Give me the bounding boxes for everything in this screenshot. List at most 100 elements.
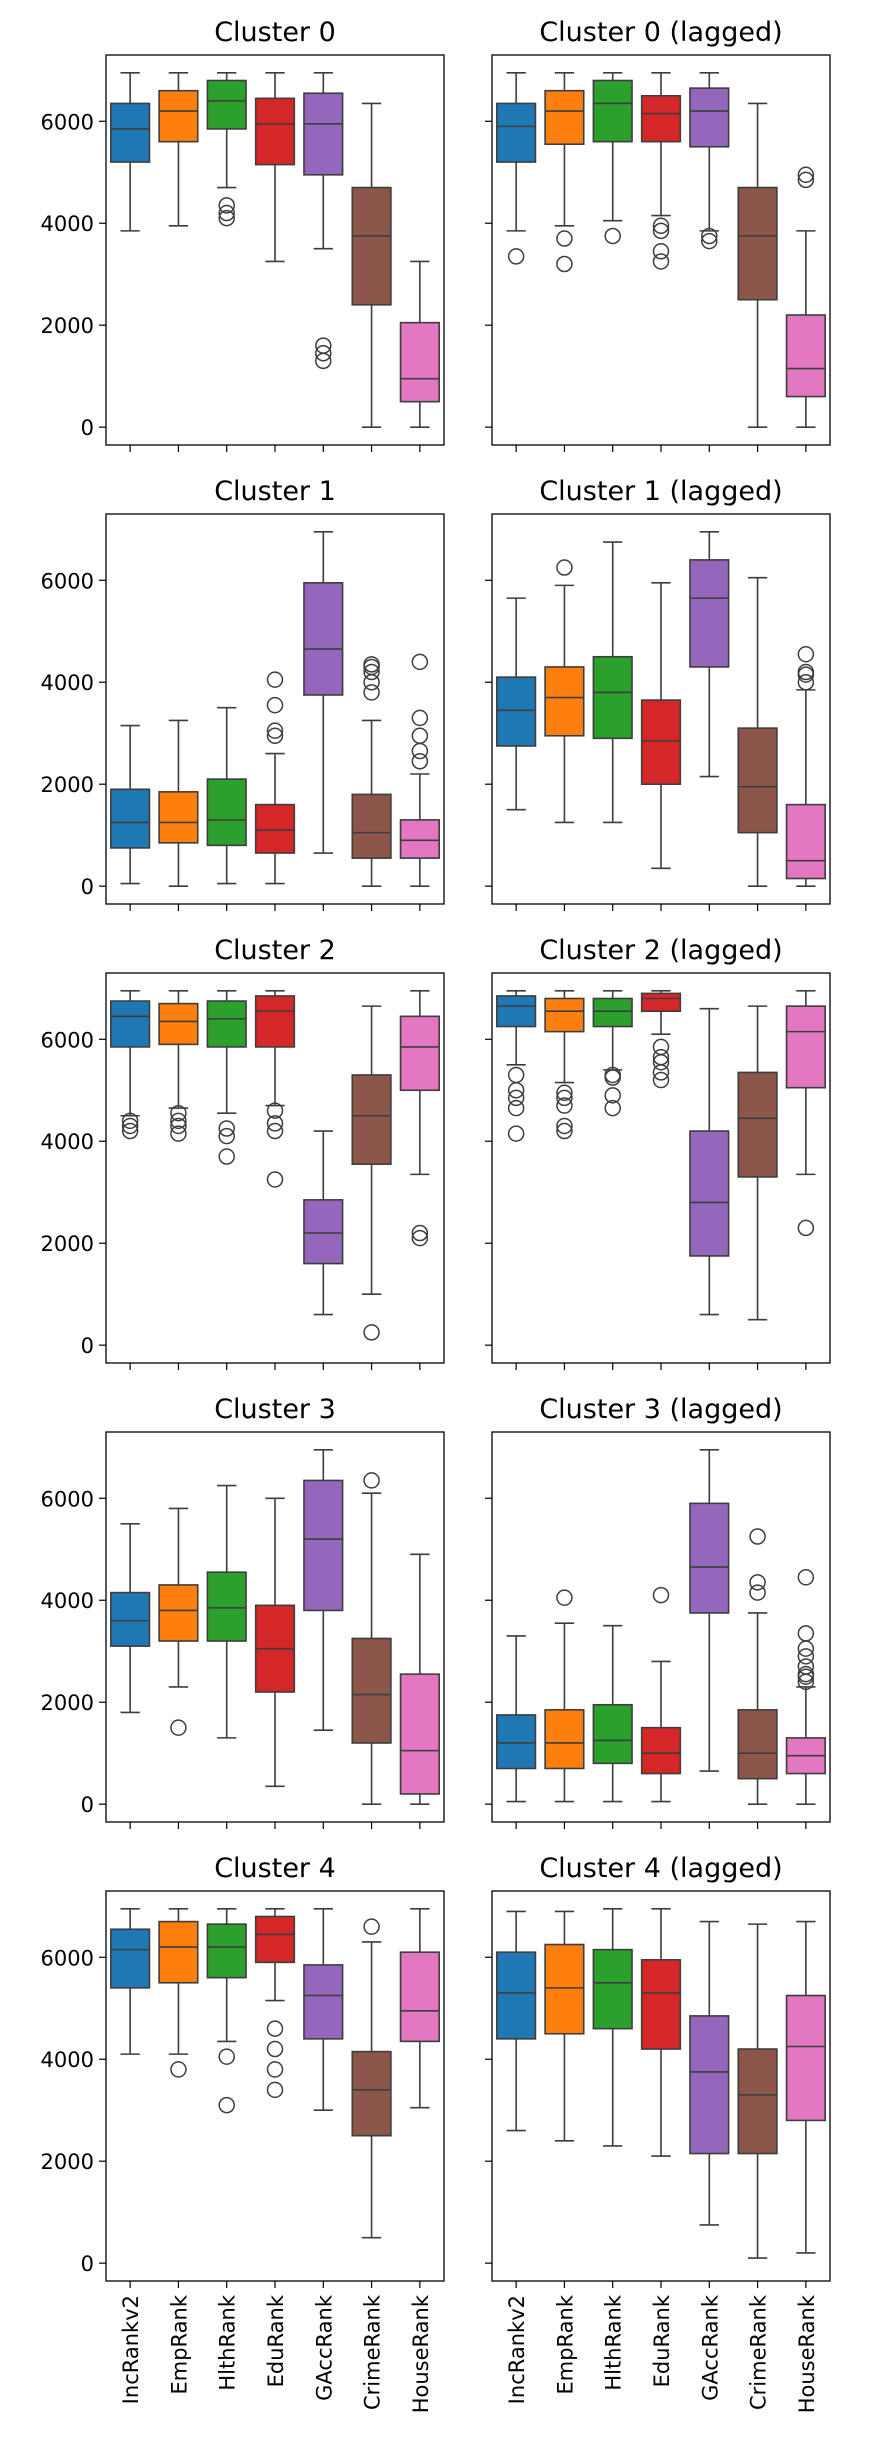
panel-title: Cluster 0 [214,17,336,48]
box-crimerank [737,102,778,428]
flier-point [363,656,380,673]
flier-point [749,1584,766,1601]
box-houserank [785,1920,826,2254]
flier-point [556,1089,573,1107]
flier-point [652,1586,670,1604]
flier-point [218,209,235,227]
axes-frame [105,513,445,905]
box-hlthrank [206,1908,247,2114]
box-gaccrank [689,72,730,250]
panel-title: Cluster 2 (lagged) [539,935,782,966]
box-iqr [110,1928,151,1989]
flier-point [266,1171,284,1188]
box-emprank [158,1507,199,1736]
axes-frame [491,513,831,905]
flier-point [797,166,815,184]
x-tick-label: IncRankv2 [119,2295,143,2404]
y-tick-label: 4000 [41,1130,94,1154]
flier-point [556,1589,573,1606]
flier-point [218,1127,235,1145]
panel-title: Cluster 3 [214,1394,336,1425]
box-gaccrank [303,1908,344,2112]
flier-point [266,2061,284,2078]
box-incrankv2 [496,597,537,811]
box-iqr [544,666,585,737]
flier-point [266,671,284,688]
panel-title: Cluster 4 [214,1853,336,1884]
flier-point [556,255,573,273]
box-houserank [399,260,440,428]
box-hlthrank [592,541,633,824]
box-iqr [206,79,247,130]
flier-point [170,1104,187,1122]
panel-cluster-1: Cluster 1 0 2000 4000 6000 [41,476,445,911]
box-iqr [158,1002,199,1046]
box-incrankv2 [496,1910,537,2132]
box-iqr [303,1479,344,1612]
box-crimerank [737,1005,778,1321]
box-incrankv2 [496,990,537,1142]
box-iqr [351,1637,392,1744]
x-tick-label: EmpRank [553,2294,577,2394]
flier-point [266,722,284,739]
panel-title: Cluster 0 (lagged) [539,17,782,48]
box-hlthrank [592,990,633,1117]
panel-cluster-4-lagged: Cluster 4 (lagged) IncRankv2 EmpRank HlthRa… [485,1853,831,2413]
flier-point [797,171,815,189]
box-edurank [640,582,682,870]
box-emprank [158,72,199,227]
x-tick-label: CrimeRank [361,2294,385,2410]
box-hlthrank [206,72,247,227]
flier-point [507,248,525,265]
flier-point [411,742,429,760]
flier-point [363,1918,380,1935]
flier-point [797,1648,815,1665]
box-iqr [640,94,682,143]
flier-point [266,2020,284,2037]
x-tick-label: CrimeRank [747,2294,771,2410]
box-gaccrank [303,1449,344,1732]
box-crimerank [351,1005,392,1341]
flier-point [652,222,670,240]
box-iqr [737,2048,778,2155]
box-hlthrank [206,706,247,885]
y-tick-label: 2000 [41,1232,94,1256]
y-tick-label: 2000 [41,1691,94,1715]
box-iqr [785,1994,826,2122]
y-tick-label: 2000 [41,314,94,338]
y-tick-label: 2000 [41,2150,94,2174]
flier-point [797,1625,815,1642]
box-iqr [737,1071,778,1178]
box-iqr [254,1915,296,1964]
box-iqr [640,699,682,785]
axes-frame [105,972,445,1364]
panel-title: Cluster 3 (lagged) [539,1394,782,1425]
box-emprank [158,990,199,1142]
box-incrankv2 [496,1635,537,1803]
panel-cluster-3-lagged: Cluster 3 (lagged) [485,1394,831,1829]
y-tick-label: 6000 [41,569,94,593]
box-iqr [110,1000,151,1048]
flier-point [507,1125,525,1142]
box-houserank [399,1553,440,1805]
flier-point [556,1122,573,1140]
box-iqr [254,995,296,1048]
flier-point [266,1115,284,1132]
flier-point [797,1219,815,1237]
box-iqr [206,778,247,847]
box-houserank [399,653,440,887]
box-edurank [640,1908,682,2157]
flier-point [652,1071,670,1089]
box-emprank [544,990,585,1140]
box-iqr [206,1571,247,1642]
box-iqr [785,314,826,398]
box-iqr [399,1951,440,2043]
flier-point [507,1089,525,1107]
y-tick-label: 6000 [41,1487,94,1511]
axes-frame [491,972,831,1364]
box-iqr [689,559,730,668]
panel-cluster-2-lagged: Cluster 2 (lagged) [485,935,831,1370]
flier-point [218,204,235,222]
box-crimerank [351,1918,392,2239]
